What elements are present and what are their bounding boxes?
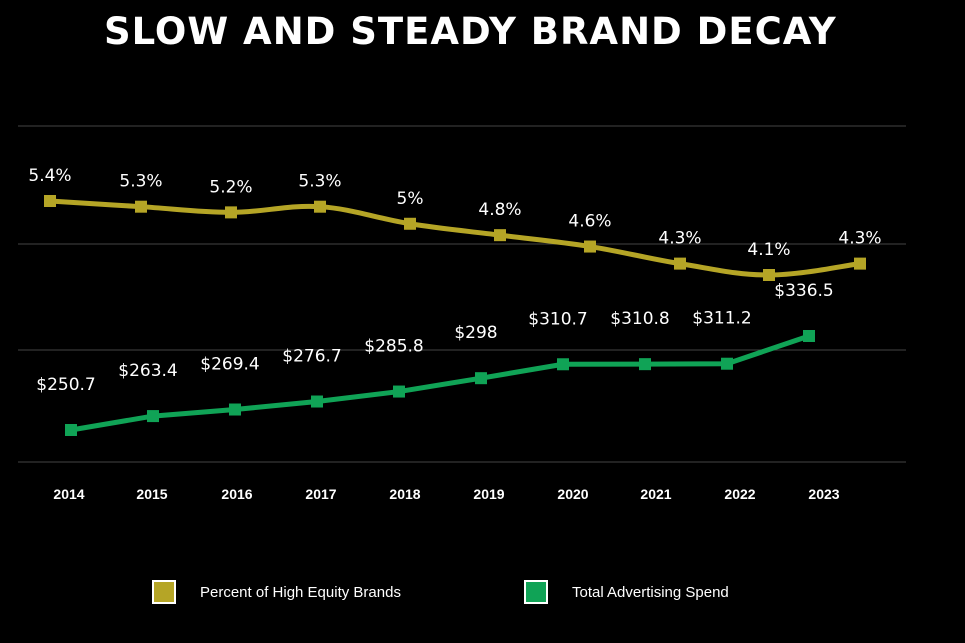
data-point-equity — [674, 257, 686, 270]
data-label-spend: $269.4 — [200, 355, 259, 375]
legend-item-ad-spend: Total Advertising Spend — [524, 578, 729, 606]
data-label-equity: 5.2% — [209, 177, 252, 197]
series-spend: $250.7 $263.4 $269.4 $276.7 $285.8 $298 $310.7… — [36, 281, 834, 436]
x-tick-label: 2018 — [389, 486, 420, 502]
grid-lines — [18, 125, 906, 463]
data-label-spend: $311.2 — [692, 309, 751, 329]
data-label-equity: 4.8% — [478, 200, 521, 220]
data-point-spend — [639, 358, 651, 371]
data-label-spend: $298 — [454, 323, 497, 343]
data-label-spend: $263.4 — [118, 361, 177, 381]
x-tick-label: 2023 — [808, 486, 839, 502]
data-point-equity — [44, 195, 56, 207]
data-label-spend: $285.8 — [364, 337, 423, 357]
data-label-equity: 4.3% — [838, 229, 881, 249]
data-point-equity — [494, 229, 506, 242]
data-label-equity: 5.4% — [28, 166, 71, 186]
series-line-spend — [68, 333, 812, 433]
legend-label-percent-high-equity: Percent of High Equity Brands — [200, 583, 401, 601]
data-point-equity — [763, 269, 775, 281]
data-point-equity — [584, 240, 596, 253]
x-tick-label: 2017 — [305, 486, 336, 502]
data-point-spend — [147, 410, 159, 423]
data-point-spend — [475, 372, 487, 385]
series-group: 5.4% 5.3% 5.2% 5.3% 5% 4.8% 4.6% 4.3% 4.1% 4.3% $2… — [28, 166, 882, 436]
data-point-equity — [854, 257, 866, 270]
data-point-spend — [803, 330, 815, 342]
data-point-spend — [229, 403, 241, 416]
chart-title: SLOW AND STEADY BRAND DECAY — [104, 10, 837, 53]
data-label-equity: 4.6% — [568, 212, 611, 232]
data-point-equity — [314, 200, 326, 213]
data-point-spend — [721, 357, 733, 370]
data-point-equity — [135, 200, 147, 213]
data-point-spend — [393, 385, 405, 398]
x-tick-label: 2020 — [557, 486, 588, 502]
x-tick-label: 2019 — [473, 486, 504, 502]
legend-item-percent-high-equity: Percent of High Equity Brands — [152, 578, 401, 606]
data-label-equity: 5% — [397, 189, 424, 209]
data-label-equity: 4.1% — [747, 240, 790, 260]
data-label-spend: $310.7 — [528, 309, 587, 329]
data-label-equity: 5.3% — [298, 172, 341, 192]
series-equity: 5.4% 5.3% 5.2% 5.3% 5% 4.8% 4.6% 4.3% 4.1% 4.3% — [28, 166, 882, 281]
data-label-spend: $276.7 — [282, 347, 341, 367]
data-label-spend: $250.7 — [36, 375, 95, 395]
x-tick-label: 2015 — [136, 486, 167, 502]
x-axis: 2014 2015 2016 2017 2018 2019 2020 2021 2022 2023 — [53, 486, 839, 502]
data-label-equity: 4.3% — [658, 229, 701, 249]
data-label-spend: $336.5 — [774, 281, 833, 301]
x-tick-label: 2021 — [640, 486, 671, 502]
x-tick-label: 2022 — [724, 486, 755, 502]
x-tick-label: 2014 — [53, 486, 84, 502]
legend-label-ad-spend: Total Advertising Spend — [572, 583, 729, 601]
data-point-spend — [65, 424, 77, 436]
series-line-equity — [47, 198, 863, 278]
data-point-spend — [557, 358, 569, 371]
data-point-equity — [225, 206, 237, 219]
legend-swatch-ad-spend — [524, 580, 548, 604]
x-tick-label: 2016 — [221, 486, 252, 502]
legend-swatch-percent-high-equity — [152, 580, 176, 604]
data-point-spend — [311, 395, 323, 408]
data-point-equity — [404, 217, 416, 230]
data-label-spend: $310.8 — [610, 309, 669, 329]
data-label-equity: 5.3% — [119, 172, 162, 192]
